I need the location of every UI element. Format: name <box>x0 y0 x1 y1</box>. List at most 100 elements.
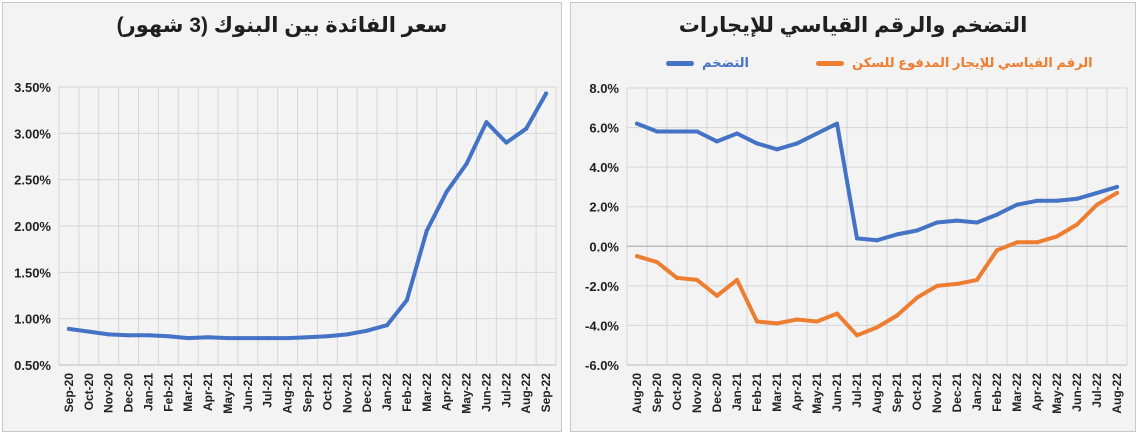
data-point <box>835 121 839 126</box>
chart-title: سعر الفائدة بين البنوك (3 شهور) <box>116 14 448 37</box>
x-tick-label: Jun-22 <box>1070 373 1084 412</box>
data-point <box>444 189 449 194</box>
x-tick-label: Jul-21 <box>261 373 275 408</box>
data-point <box>775 321 779 326</box>
data-point <box>225 336 230 341</box>
x-tick-label: Nov-20 <box>102 373 116 413</box>
y-tick-label: -2.0% <box>585 279 619 294</box>
y-tick-label: -6.0% <box>585 358 619 373</box>
data-point <box>855 333 859 338</box>
x-tick-label: Sep-20 <box>650 373 664 413</box>
x-tick-label: May-21 <box>221 373 235 414</box>
data-point <box>695 277 699 282</box>
data-point <box>146 333 151 338</box>
x-tick-label: Oct-20 <box>670 373 684 411</box>
x-tick-label: Aug-22 <box>1110 373 1124 414</box>
chart-title: التضخم والرقم القياسي للإيجارات <box>678 14 1028 37</box>
gridlines <box>626 87 1128 366</box>
legend-item-inflation: التضخم <box>666 55 749 71</box>
y-tick-label: 1.50% <box>14 265 51 280</box>
data-point <box>265 336 270 341</box>
x-tick-label: Feb-22 <box>990 373 1004 412</box>
y-tick-label: 3.50% <box>14 80 51 95</box>
x-tick-label: May-21 <box>810 373 824 414</box>
x-tick-label: Jul-22 <box>1090 373 1104 408</box>
x-tick-label: Dec-21 <box>950 373 964 413</box>
data-point <box>915 228 919 233</box>
data-point <box>655 260 659 265</box>
x-tick-label: Dec-21 <box>360 373 374 413</box>
data-point <box>975 220 979 225</box>
data-point <box>1095 190 1099 195</box>
x-tick-label: Dec-20 <box>710 373 724 413</box>
series-line-0 <box>66 91 549 341</box>
x-tick-label: Aug-21 <box>870 373 884 414</box>
data-point <box>895 313 899 318</box>
data-point <box>1035 198 1039 203</box>
data-point <box>126 333 131 338</box>
data-point <box>675 275 679 280</box>
data-point <box>795 317 799 322</box>
x-tick-label: Apr-22 <box>440 373 454 411</box>
series-line-1 <box>635 190 1119 338</box>
data-point <box>1015 240 1019 245</box>
y-tick-label: 6.0% <box>589 121 619 136</box>
x-tick-label: Mar-21 <box>770 373 784 412</box>
y-tick-label: 2.0% <box>589 200 619 215</box>
data-point <box>995 212 999 217</box>
series-line-0 <box>635 121 1119 243</box>
data-point <box>1015 202 1019 207</box>
data-point <box>635 121 639 126</box>
data-point <box>1055 234 1059 239</box>
x-tick-label: Aug-20 <box>630 373 644 414</box>
data-point <box>544 91 549 96</box>
x-tick-label: Jan-21 <box>141 373 155 411</box>
x-tick-label: Apr-21 <box>201 373 215 411</box>
data-point <box>1075 222 1079 227</box>
data-point <box>875 238 879 243</box>
x-tick-label: Nov-20 <box>690 373 704 413</box>
x-tick-label: Sep-20 <box>62 373 76 413</box>
data-point <box>66 326 71 331</box>
x-tick-label: Nov-21 <box>930 373 944 413</box>
y-tick-label: 8.0% <box>589 81 619 96</box>
y-tick-label: 0.50% <box>14 358 51 373</box>
y-tick-label: 0.0% <box>589 239 619 254</box>
data-point <box>1055 198 1059 203</box>
data-point <box>915 295 919 300</box>
data-point <box>635 254 639 259</box>
y-tick-label: 2.00% <box>14 219 51 234</box>
data-point <box>186 336 191 341</box>
y-tick-label: -4.0% <box>585 318 619 333</box>
data-point <box>855 236 859 241</box>
data-point <box>285 336 290 341</box>
data-point <box>524 126 529 131</box>
legend-swatch <box>816 60 844 66</box>
data-point <box>775 147 779 152</box>
data-point <box>206 335 211 340</box>
x-tick-label: Jan-22 <box>970 373 984 411</box>
data-point <box>86 329 91 334</box>
inflation-rent-chart-panel: التضخم والرقم القياسي للإيجارات التضخم ا… <box>570 2 1136 432</box>
data-point <box>795 141 799 146</box>
data-point <box>715 139 719 144</box>
data-point <box>365 328 370 333</box>
x-tick-label: Sep-22 <box>539 373 553 413</box>
data-point <box>305 335 310 340</box>
data-point <box>424 228 429 233</box>
x-tick-label: Mar-22 <box>420 373 434 412</box>
data-point <box>166 334 171 339</box>
y-tick-label: 1.00% <box>14 312 51 327</box>
x-tick-label: Jun-21 <box>830 373 844 412</box>
interbank-rate-chart: 0.50% 1.00% 1.50% 2.00% 2.50% 3.00% 3.50% Sep-2… <box>14 80 557 414</box>
x-tick-label: Apr-22 <box>1030 373 1044 411</box>
data-point <box>484 120 489 125</box>
x-tick-label: Dec-20 <box>122 373 136 413</box>
data-point <box>935 283 939 288</box>
data-point <box>755 141 759 146</box>
x-tick-label: May-22 <box>1050 373 1064 414</box>
x-tick-label: May-22 <box>460 373 474 414</box>
x-tick-label: Jan-21 <box>730 373 744 411</box>
data-point <box>995 248 999 253</box>
data-point <box>975 277 979 282</box>
